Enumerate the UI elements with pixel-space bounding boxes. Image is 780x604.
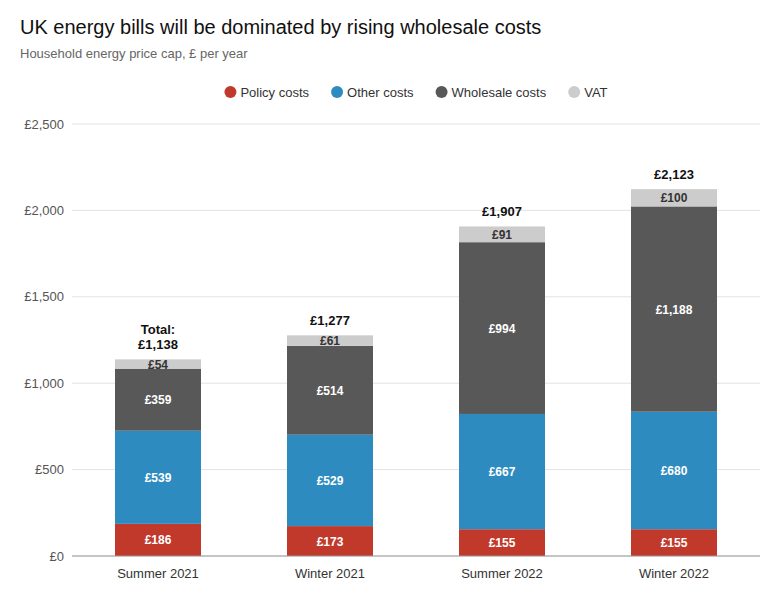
legend-item: Wholesale costs (436, 85, 547, 100)
legend-label: VAT (584, 85, 607, 100)
legend-label: Other costs (347, 85, 414, 100)
data-label: £54 (148, 358, 168, 372)
bar-segment (459, 226, 545, 242)
bar-segment (631, 189, 717, 206)
total-label-line: £1,138 (138, 337, 178, 352)
legend-swatch (331, 86, 343, 98)
bar-segment (115, 524, 201, 556)
total-label: £2,123 (654, 167, 694, 182)
total-label: Total:£1,138 (138, 322, 178, 352)
data-label: £155 (661, 536, 688, 550)
y-tick-label: £1,500 (24, 289, 64, 304)
bar-segment (459, 414, 545, 529)
page: {"chart_data": { "type": "bar", "stacked… (0, 0, 780, 604)
total-label-line: Total: (141, 322, 175, 337)
y-tick-label: £2,000 (24, 203, 64, 218)
data-label: £539 (145, 471, 172, 485)
subtitle: Household energy price cap, £ per year (20, 46, 248, 61)
total-label: £1,907 (482, 204, 522, 219)
y-tick-label: £2,500 (24, 117, 64, 132)
legend-label: Policy costs (240, 85, 309, 100)
bar-segment (287, 346, 373, 435)
data-label: £359 (145, 393, 172, 407)
legend-item: VAT (568, 85, 607, 100)
bar-segment (631, 529, 717, 556)
y-tick-label: £0 (50, 549, 64, 564)
legend-label: Wholesale costs (452, 85, 547, 100)
data-label: £186 (145, 533, 172, 547)
data-label: £994 (489, 322, 516, 336)
data-label: £1,188 (656, 303, 693, 317)
data-label: £155 (489, 536, 516, 550)
legend: Policy costs Other costs Wholesale costs VA… (224, 85, 607, 100)
y-tick-label: £500 (35, 462, 64, 477)
x-tick-label: Winter 2022 (639, 566, 709, 581)
data-label: £100 (661, 191, 688, 205)
bar-segment (459, 242, 545, 414)
title: UK energy bills will be dominated by ris… (20, 16, 541, 38)
bars (115, 189, 717, 556)
total-label-line: £2,123 (654, 167, 694, 182)
bar-segment (287, 526, 373, 556)
data-label: £680 (661, 464, 688, 478)
data-label: £514 (317, 384, 344, 398)
data-label: £91 (492, 228, 512, 242)
legend-swatch (568, 86, 580, 98)
legend-item: Policy costs (224, 85, 309, 100)
data-label: £529 (317, 474, 344, 488)
data-label: £61 (320, 334, 340, 348)
grid-line (72, 556, 760, 557)
total-label: £1,277 (310, 313, 350, 328)
grid-line (72, 124, 760, 125)
total-label-line: £1,907 (482, 204, 522, 219)
x-tick-label: Summer 2022 (461, 566, 543, 581)
y-tick-label: £1,000 (24, 376, 64, 391)
total-label-line: £1,277 (310, 313, 350, 328)
bar-segment (631, 206, 717, 411)
x-axis-line (72, 556, 760, 557)
x-tick-label: Winter 2021 (295, 566, 365, 581)
legend-swatch (224, 86, 236, 98)
bar-segment (115, 431, 201, 524)
legend-item: Other costs (331, 85, 414, 100)
bar-segment (287, 435, 373, 526)
bar-segment (631, 412, 717, 530)
x-tick-label: Summer 2021 (117, 566, 199, 581)
chart: UK energy bills will be dominated by ris… (0, 0, 780, 604)
legend-swatch (436, 86, 448, 98)
data-labels: £186 £539 £359 £54 £173 £529 £514 £61 £155 £667 £9… (145, 191, 693, 550)
y-axis: £0 £500 £1,000 £1,500 £2,000 £2,500 (24, 117, 760, 564)
x-axis: Summer 2021 Winter 2021 Summer 2022 Winter … (72, 556, 760, 581)
bar-segment (459, 529, 545, 556)
bar-segment (115, 369, 201, 431)
data-label: £667 (489, 465, 516, 479)
data-label: £173 (317, 535, 344, 549)
